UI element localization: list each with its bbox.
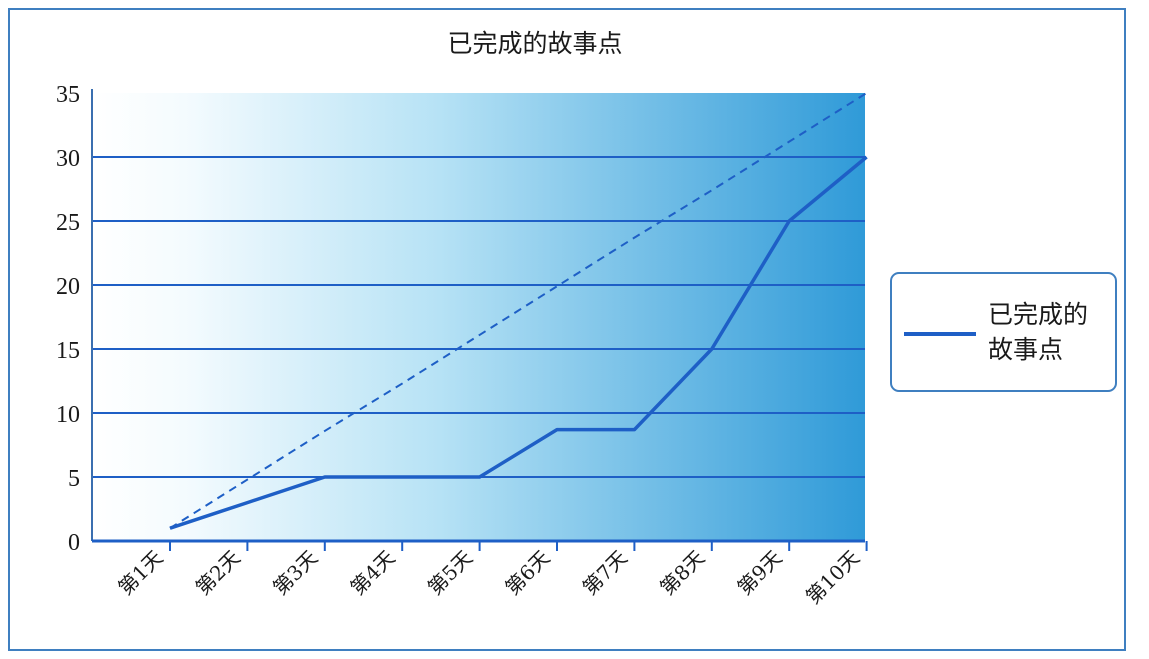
- x-tick-label: 第2天: [191, 546, 245, 600]
- y-tick-label: 0: [68, 530, 80, 556]
- series-line-completed: [169, 155, 868, 530]
- plot-background: [92, 93, 865, 541]
- series-line-dashed: [169, 92, 868, 530]
- x-axis-ticks: 第1天 第2天 第3天 第4天 第5天 第6天 第7天 第8天 第9天 第10天: [113, 541, 868, 609]
- legend-label: 已完成的 故事点: [988, 300, 1096, 364]
- y-tick-label: 25: [56, 210, 80, 236]
- y-tick-label: 5: [68, 466, 80, 492]
- x-tick-label: 第6天: [500, 546, 554, 600]
- y-tick-label: 35: [56, 82, 80, 108]
- x-tick-label: 第10天: [801, 546, 864, 609]
- legend: 已完成的 故事点: [890, 272, 1117, 392]
- x-tick-label: 第7天: [578, 546, 632, 600]
- legend-label-line2: 故事点: [988, 335, 1063, 364]
- x-tick-label: 第4天: [345, 546, 399, 600]
- x-tick-label: 第8天: [655, 546, 709, 600]
- gridlines: [92, 156, 865, 478]
- y-tick-label: 15: [56, 338, 80, 364]
- y-tick-label: 20: [56, 274, 80, 300]
- y-tick-label: 30: [56, 146, 80, 172]
- y-tick-label: 10: [56, 402, 80, 428]
- x-tick-label: 第3天: [268, 546, 322, 600]
- x-tick-label: 第1天: [113, 546, 167, 600]
- series-lines: [169, 92, 868, 530]
- legend-label-line1: 已完成的: [988, 300, 1088, 329]
- legend-box: [890, 272, 1117, 392]
- x-tick-label: 第9天: [732, 546, 786, 600]
- axes: [91, 89, 865, 543]
- chart-title: 已完成的故事点: [447, 29, 622, 58]
- x-tick-label: 第5天: [423, 546, 477, 600]
- y-axis-ticks: 0 5 10 15 20 25 30 35: [56, 82, 80, 556]
